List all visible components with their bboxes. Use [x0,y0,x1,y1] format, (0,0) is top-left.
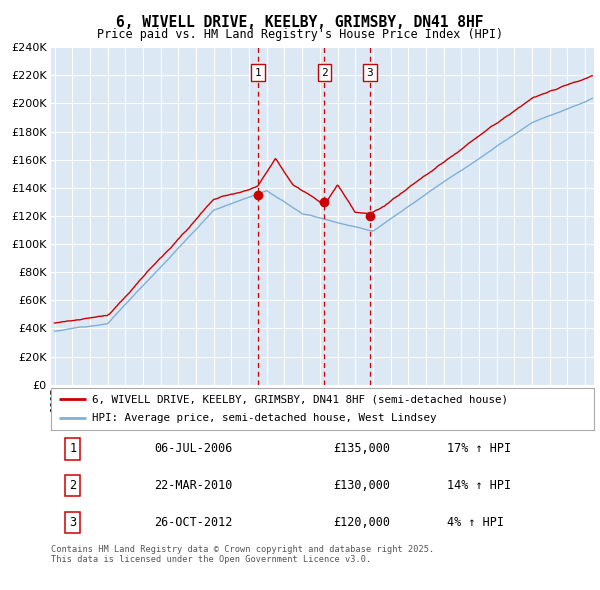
Text: 14% ↑ HPI: 14% ↑ HPI [448,479,512,492]
Text: 2: 2 [69,479,76,492]
Text: 22-MAR-2010: 22-MAR-2010 [154,479,233,492]
Text: Contains HM Land Registry data © Crown copyright and database right 2025.
This d: Contains HM Land Registry data © Crown c… [51,545,434,564]
Text: 6, WIVELL DRIVE, KEELBY, GRIMSBY, DN41 8HF (semi-detached house): 6, WIVELL DRIVE, KEELBY, GRIMSBY, DN41 8… [92,394,508,404]
Text: 1: 1 [254,67,262,77]
Text: 3: 3 [367,67,373,77]
Text: 26-OCT-2012: 26-OCT-2012 [154,516,233,529]
Text: 17% ↑ HPI: 17% ↑ HPI [448,442,512,455]
Text: 06-JUL-2006: 06-JUL-2006 [154,442,233,455]
Text: £135,000: £135,000 [334,442,391,455]
Text: £130,000: £130,000 [334,479,391,492]
Text: £120,000: £120,000 [334,516,391,529]
Text: Price paid vs. HM Land Registry's House Price Index (HPI): Price paid vs. HM Land Registry's House … [97,28,503,41]
Text: 1: 1 [69,442,76,455]
Text: 2: 2 [321,67,328,77]
Text: 4% ↑ HPI: 4% ↑ HPI [448,516,505,529]
Text: 3: 3 [69,516,76,529]
Text: HPI: Average price, semi-detached house, West Lindsey: HPI: Average price, semi-detached house,… [92,414,436,424]
Text: 6, WIVELL DRIVE, KEELBY, GRIMSBY, DN41 8HF: 6, WIVELL DRIVE, KEELBY, GRIMSBY, DN41 8… [116,15,484,30]
